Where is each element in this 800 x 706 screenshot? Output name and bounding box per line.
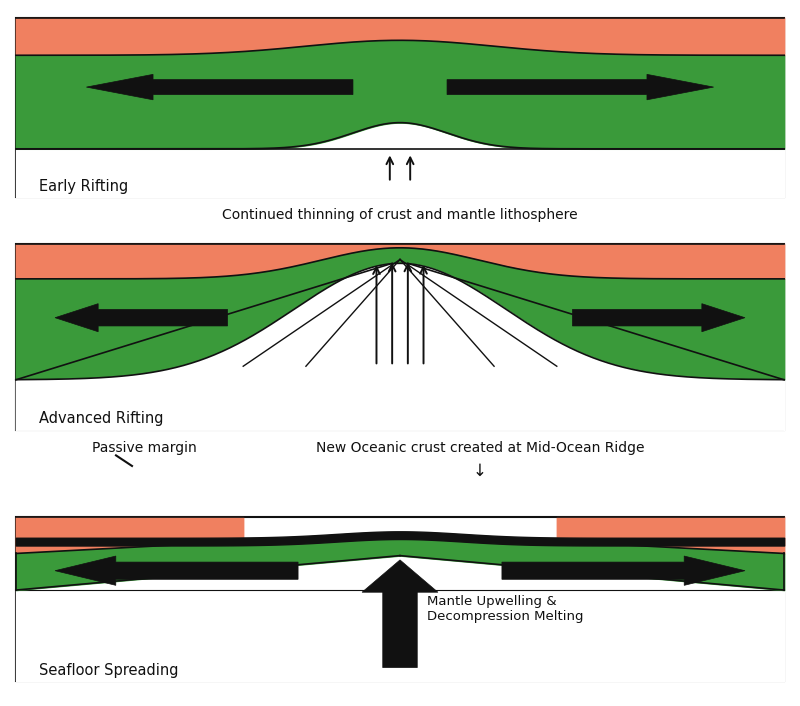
Polygon shape <box>573 304 745 332</box>
Text: Seafloor Spreading: Seafloor Spreading <box>39 664 179 678</box>
Text: Mantle Upwelling &
Decompression Melting: Mantle Upwelling & Decompression Melting <box>427 595 584 623</box>
Text: ↓: ↓ <box>473 462 487 480</box>
Text: New Oceanic crust created at Mid-Ocean Ridge: New Oceanic crust created at Mid-Ocean R… <box>316 441 644 455</box>
Polygon shape <box>362 560 438 668</box>
Text: Early Rifting: Early Rifting <box>39 179 129 193</box>
Polygon shape <box>86 74 353 100</box>
Text: Passive margin: Passive margin <box>92 441 196 455</box>
Polygon shape <box>55 304 227 332</box>
Polygon shape <box>502 556 745 585</box>
Polygon shape <box>55 556 298 585</box>
Text: Advanced Rifting: Advanced Rifting <box>39 411 164 426</box>
Polygon shape <box>447 74 714 100</box>
Text: Continued thinning of crust and mantle lithosphere: Continued thinning of crust and mantle l… <box>222 208 578 222</box>
Bar <box>16 517 784 681</box>
